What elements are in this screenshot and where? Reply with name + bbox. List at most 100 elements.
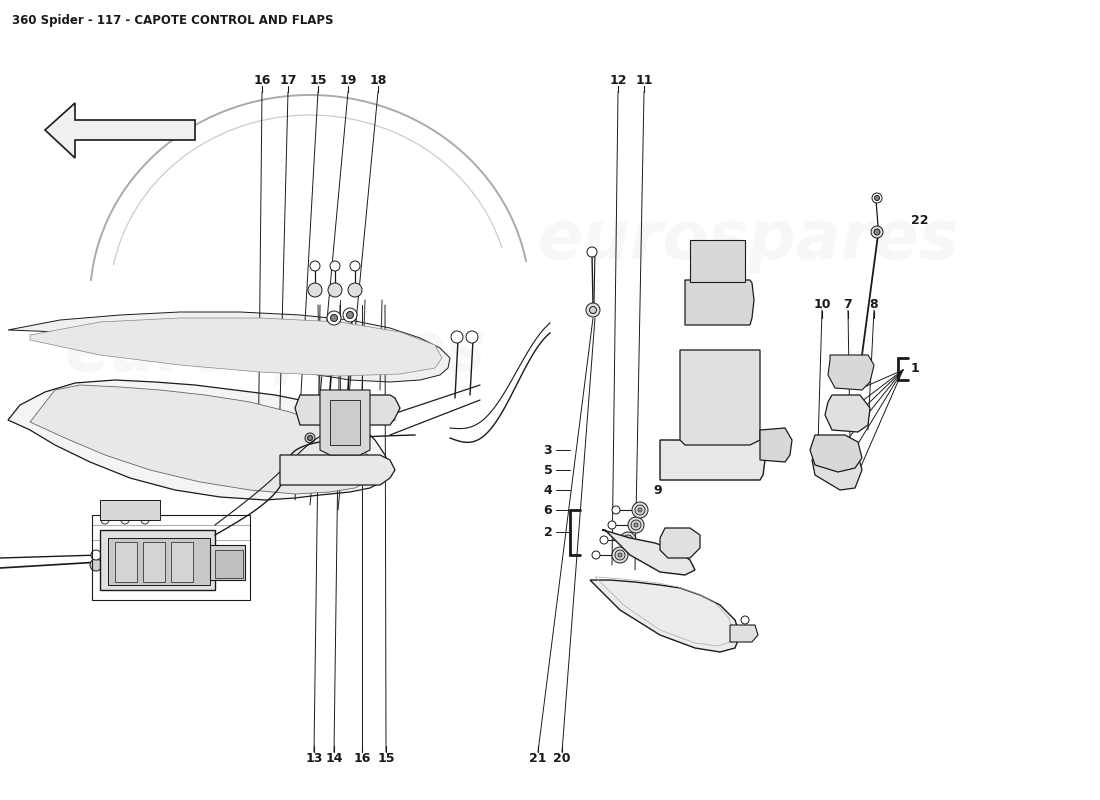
Circle shape bbox=[634, 523, 638, 527]
Text: 7: 7 bbox=[844, 298, 852, 311]
Circle shape bbox=[846, 364, 858, 376]
Text: 5: 5 bbox=[543, 463, 552, 477]
Circle shape bbox=[874, 229, 880, 235]
Circle shape bbox=[697, 287, 703, 293]
Text: 360 Spider - 117 - CAPOTE CONTROL AND FLAPS: 360 Spider - 117 - CAPOTE CONTROL AND FL… bbox=[12, 14, 333, 27]
Polygon shape bbox=[660, 528, 700, 558]
Polygon shape bbox=[143, 542, 165, 582]
Circle shape bbox=[612, 547, 628, 563]
Text: 21: 21 bbox=[529, 751, 547, 765]
Circle shape bbox=[352, 406, 358, 410]
Circle shape bbox=[833, 463, 847, 477]
Circle shape bbox=[737, 258, 742, 262]
Circle shape bbox=[849, 367, 855, 373]
Polygon shape bbox=[100, 530, 214, 590]
Circle shape bbox=[735, 255, 745, 265]
Circle shape bbox=[451, 331, 463, 343]
Circle shape bbox=[740, 355, 750, 365]
Circle shape bbox=[742, 427, 748, 433]
Circle shape bbox=[343, 308, 358, 322]
Polygon shape bbox=[30, 318, 442, 376]
Circle shape bbox=[638, 508, 642, 512]
Circle shape bbox=[690, 425, 700, 435]
Circle shape bbox=[101, 516, 109, 524]
Circle shape bbox=[693, 427, 697, 433]
Circle shape bbox=[121, 516, 129, 524]
Circle shape bbox=[693, 358, 697, 362]
Circle shape bbox=[835, 449, 842, 455]
Circle shape bbox=[330, 314, 338, 322]
Polygon shape bbox=[214, 550, 243, 578]
Polygon shape bbox=[116, 542, 138, 582]
Circle shape bbox=[310, 261, 320, 271]
Circle shape bbox=[586, 303, 600, 317]
Circle shape bbox=[618, 553, 621, 557]
Polygon shape bbox=[295, 395, 400, 425]
Circle shape bbox=[352, 435, 358, 441]
Circle shape bbox=[612, 506, 620, 514]
Text: 8: 8 bbox=[870, 298, 878, 311]
Circle shape bbox=[620, 532, 636, 548]
Polygon shape bbox=[108, 538, 210, 585]
Text: 4: 4 bbox=[543, 483, 552, 497]
Circle shape bbox=[741, 616, 749, 624]
Circle shape bbox=[615, 550, 625, 560]
Text: 19: 19 bbox=[339, 74, 356, 86]
Polygon shape bbox=[760, 428, 792, 462]
Text: 22: 22 bbox=[911, 214, 928, 226]
Circle shape bbox=[330, 261, 340, 271]
Circle shape bbox=[871, 226, 883, 238]
Circle shape bbox=[140, 505, 150, 515]
Polygon shape bbox=[170, 542, 192, 582]
Circle shape bbox=[308, 283, 322, 297]
Polygon shape bbox=[30, 385, 375, 494]
Text: eurospares: eurospares bbox=[537, 207, 959, 273]
Text: 14: 14 bbox=[326, 751, 343, 765]
Polygon shape bbox=[45, 103, 195, 158]
Circle shape bbox=[592, 551, 600, 559]
Text: 17: 17 bbox=[279, 74, 297, 86]
Circle shape bbox=[631, 520, 641, 530]
Circle shape bbox=[628, 517, 643, 533]
Circle shape bbox=[305, 403, 315, 413]
Polygon shape bbox=[602, 530, 695, 575]
Polygon shape bbox=[730, 625, 758, 642]
Circle shape bbox=[327, 311, 341, 325]
Circle shape bbox=[742, 358, 748, 362]
Text: eurospares: eurospares bbox=[64, 319, 486, 385]
Polygon shape bbox=[812, 445, 862, 490]
Circle shape bbox=[350, 433, 360, 443]
Text: 18: 18 bbox=[370, 74, 387, 86]
Circle shape bbox=[90, 559, 102, 571]
Polygon shape bbox=[8, 380, 390, 500]
Text: 3: 3 bbox=[543, 443, 552, 457]
Circle shape bbox=[740, 425, 750, 435]
Circle shape bbox=[832, 446, 844, 458]
Polygon shape bbox=[828, 355, 874, 390]
Polygon shape bbox=[680, 350, 760, 445]
Circle shape bbox=[635, 505, 645, 515]
Circle shape bbox=[695, 255, 705, 265]
Text: 20: 20 bbox=[553, 751, 571, 765]
Text: 10: 10 bbox=[813, 298, 830, 311]
Polygon shape bbox=[280, 455, 395, 485]
Polygon shape bbox=[810, 435, 862, 472]
Polygon shape bbox=[100, 500, 160, 520]
Circle shape bbox=[769, 439, 781, 451]
Text: 15: 15 bbox=[309, 74, 327, 86]
Polygon shape bbox=[590, 580, 740, 652]
Circle shape bbox=[110, 505, 120, 515]
Polygon shape bbox=[320, 390, 370, 455]
Circle shape bbox=[626, 538, 630, 542]
Text: 16: 16 bbox=[253, 74, 271, 86]
Circle shape bbox=[740, 627, 750, 637]
Circle shape bbox=[346, 311, 353, 318]
Circle shape bbox=[91, 550, 101, 560]
Circle shape bbox=[695, 285, 705, 295]
Circle shape bbox=[600, 536, 608, 544]
Circle shape bbox=[590, 306, 596, 314]
Polygon shape bbox=[825, 395, 870, 432]
Polygon shape bbox=[8, 312, 450, 382]
Circle shape bbox=[608, 521, 616, 529]
Polygon shape bbox=[210, 545, 245, 580]
